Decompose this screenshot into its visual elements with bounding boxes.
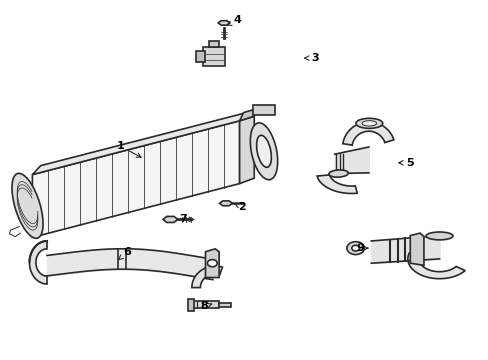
- Bar: [219, 303, 231, 307]
- Text: 2: 2: [234, 202, 245, 212]
- Polygon shape: [203, 47, 224, 66]
- Bar: [188, 299, 194, 311]
- Text: 7: 7: [179, 215, 193, 224]
- Bar: [209, 41, 219, 47]
- Polygon shape: [191, 266, 222, 288]
- Circle shape: [346, 242, 364, 255]
- Polygon shape: [29, 241, 47, 284]
- Polygon shape: [205, 249, 219, 278]
- Bar: [190, 301, 219, 309]
- Polygon shape: [342, 122, 393, 145]
- Ellipse shape: [355, 118, 382, 129]
- Polygon shape: [218, 21, 229, 25]
- Text: 3: 3: [304, 53, 318, 63]
- Ellipse shape: [328, 170, 347, 177]
- Polygon shape: [239, 108, 258, 121]
- Polygon shape: [239, 116, 254, 184]
- Text: 9: 9: [356, 243, 367, 253]
- Polygon shape: [32, 112, 249, 175]
- Polygon shape: [407, 253, 464, 279]
- Polygon shape: [163, 216, 177, 222]
- Polygon shape: [219, 201, 232, 206]
- Text: 8: 8: [200, 301, 211, 311]
- Circle shape: [351, 245, 359, 251]
- Circle shape: [207, 260, 217, 267]
- Text: 4: 4: [226, 15, 241, 26]
- Ellipse shape: [250, 123, 277, 180]
- Text: 5: 5: [398, 158, 413, 168]
- Polygon shape: [316, 175, 357, 193]
- Polygon shape: [32, 121, 239, 237]
- Polygon shape: [409, 233, 423, 265]
- Polygon shape: [195, 51, 204, 62]
- Ellipse shape: [12, 173, 43, 238]
- Text: 6: 6: [118, 247, 131, 260]
- Ellipse shape: [361, 121, 376, 126]
- Text: 1: 1: [116, 141, 141, 157]
- Ellipse shape: [256, 135, 271, 167]
- Ellipse shape: [425, 232, 452, 240]
- Bar: [253, 105, 275, 116]
